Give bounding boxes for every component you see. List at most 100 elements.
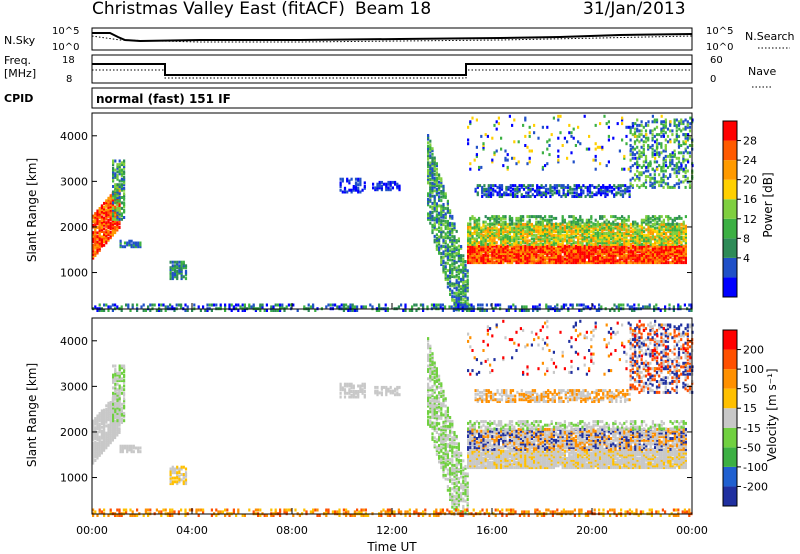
heatmap-cell — [118, 427, 121, 431]
heatmap-cell — [429, 183, 432, 187]
heatmap-cell — [92, 238, 95, 242]
heatmap-cell — [607, 222, 610, 226]
heatmap-cell — [128, 241, 131, 245]
heatmap-cell — [442, 184, 445, 188]
heatmap-cell — [625, 261, 628, 265]
colorbar-tick-label: 4 — [743, 252, 750, 265]
heatmap-cell — [658, 153, 661, 157]
heatmap-cell — [484, 255, 487, 259]
heatmap-cell — [610, 257, 613, 261]
heatmap-cell — [98, 207, 101, 210]
heatmap-cell — [660, 246, 663, 250]
heatmap-cell — [502, 222, 505, 226]
heatmap-cell — [548, 241, 551, 245]
heatmap-cell — [506, 261, 509, 265]
heatmap-cell — [533, 259, 536, 263]
heatmap-cell — [475, 246, 478, 250]
heatmap-cell — [431, 190, 434, 194]
heatmap-cell — [457, 259, 460, 263]
heatmap-cell — [680, 118, 683, 122]
heatmap-cell — [464, 272, 467, 276]
heatmap-cell — [98, 428, 101, 432]
heatmap-cell — [676, 255, 679, 259]
heatmap-cell — [614, 232, 617, 235]
heatmap-cell — [665, 252, 668, 255]
heatmap-cell — [642, 151, 645, 155]
heatmap-cell — [500, 193, 504, 197]
heatmap-cell — [682, 158, 685, 162]
heatmap-cell — [451, 253, 454, 257]
heatmap-cell — [566, 232, 569, 235]
heatmap-cell — [547, 187, 550, 191]
heatmap-cell — [656, 255, 659, 259]
heatmap-cell — [533, 215, 536, 219]
heatmap-cell — [438, 226, 441, 230]
heatmap-cell — [539, 226, 542, 230]
heatmap-cell — [617, 305, 620, 309]
heatmap-cell — [464, 260, 467, 263]
heatmap-cell — [649, 230, 652, 234]
heatmap-cell — [515, 235, 518, 239]
heatmap-cell — [491, 158, 494, 162]
heatmap-cell — [530, 228, 533, 232]
heatmap-cell — [96, 421, 99, 425]
heatmap-cell — [570, 151, 573, 155]
heatmap-cell — [552, 261, 555, 265]
heatmap-cell — [489, 259, 492, 263]
heatmap-cell — [662, 235, 665, 239]
heatmap-cell — [601, 255, 604, 259]
heatmap-cell — [449, 229, 452, 233]
heatmap-cell — [535, 241, 538, 245]
heatmap-cell — [438, 250, 441, 253]
heatmap-cell — [506, 224, 509, 228]
heatmap-cell — [599, 257, 602, 261]
heatmap-cell — [625, 235, 628, 239]
heatmap-cell — [455, 240, 458, 244]
heatmap-cell — [680, 167, 683, 171]
heatmap-cell — [457, 264, 460, 268]
heatmap-cell — [629, 246, 632, 250]
heatmap-cell — [144, 309, 147, 312]
heatmap-cell — [114, 402, 117, 406]
heatmap-cell — [103, 234, 106, 238]
heatmap-cell — [114, 205, 117, 209]
heatmap-cell — [120, 163, 123, 167]
heatmap-cell — [342, 305, 345, 309]
heatmap-cell — [612, 248, 615, 252]
heatmap-cell — [343, 190, 347, 194]
heatmap-cell — [665, 241, 668, 245]
heatmap-cell — [676, 224, 679, 228]
heatmap-cell — [533, 242, 536, 246]
heatmap-cell — [449, 209, 452, 213]
heatmap-cell — [665, 246, 668, 250]
heatmap-cell — [539, 257, 542, 261]
heatmap-cell — [350, 188, 353, 192]
heatmap-cell — [662, 220, 665, 224]
heatmap-cell — [120, 305, 123, 309]
heatmap-cell — [594, 222, 597, 226]
heatmap-cell — [493, 255, 496, 259]
heatmap-cell — [544, 191, 548, 195]
heatmap-cell — [180, 262, 183, 266]
heatmap-cell — [478, 232, 481, 235]
heatmap-cell — [658, 241, 661, 245]
heatmap-cell — [645, 235, 648, 239]
heatmap-cell — [581, 224, 584, 228]
heatmap-cell — [669, 261, 672, 265]
heatmap-cell — [574, 222, 577, 226]
heatmap-cell — [528, 250, 531, 254]
heatmap-cell — [109, 197, 112, 201]
heatmap-cell — [585, 248, 588, 252]
heatmap-cell — [537, 215, 540, 219]
heatmap-cell — [678, 215, 681, 219]
heatmap-cell — [105, 232, 108, 236]
heatmap-cell — [559, 233, 562, 237]
heatmap-cell — [107, 410, 110, 414]
heatmap-cell — [495, 215, 498, 219]
heatmap-cell — [464, 291, 467, 294]
heatmap-cell — [577, 184, 581, 188]
heatmap-cell — [274, 309, 277, 312]
heatmap-cell — [449, 287, 452, 291]
heatmap-cell — [583, 228, 586, 232]
heatmap-cell — [109, 221, 112, 225]
